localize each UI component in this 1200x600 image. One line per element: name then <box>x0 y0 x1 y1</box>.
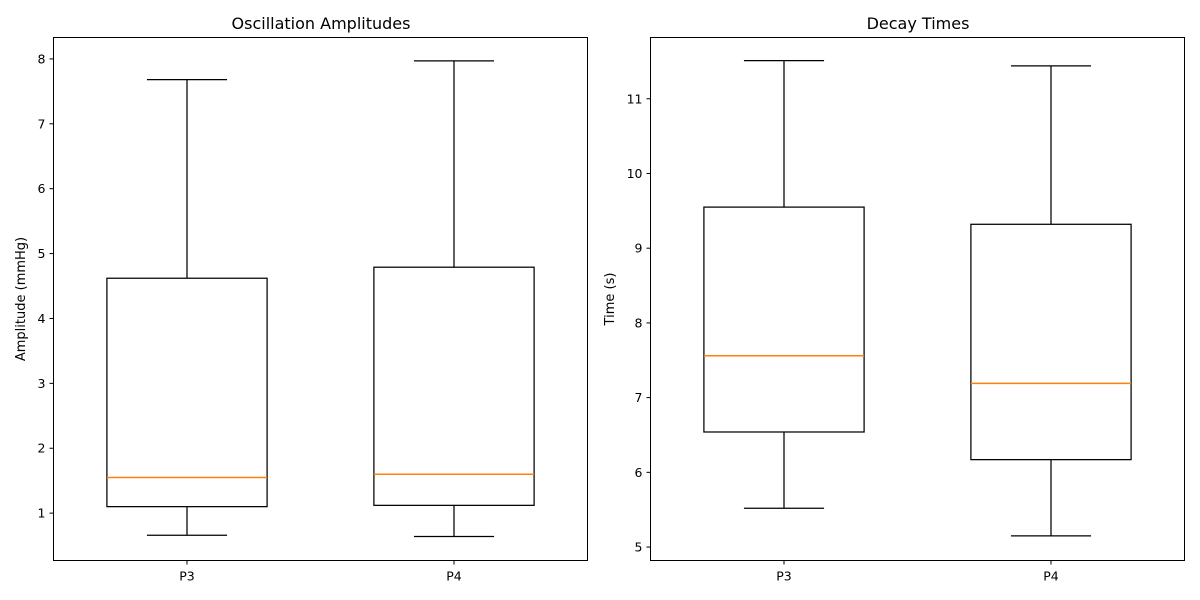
y-tick-label: 9 <box>635 241 643 256</box>
y-tick-label: 6 <box>635 465 643 480</box>
y-tick-label: 3 <box>38 376 46 391</box>
y-axis-label: Amplitude (mmHg) <box>14 237 29 361</box>
amplitude-chart-panel: Oscillation Amplitudes Amplitude (mmHg) … <box>14 14 588 584</box>
y-tick-label: 5 <box>38 246 46 261</box>
box-plot-p4 <box>373 60 535 538</box>
plot-area-frame <box>650 37 1185 561</box>
interquartile-box <box>970 223 1132 461</box>
y-axis-label: Time (s) <box>603 273 618 327</box>
y-tick-label: 8 <box>38 51 46 66</box>
box-plot-p4 <box>970 65 1132 537</box>
y-tick-label: 11 <box>627 91 643 106</box>
y-tick-label: 4 <box>38 311 46 326</box>
y-tick-label: 8 <box>635 315 643 330</box>
interquartile-box <box>373 266 535 506</box>
box-plot-p3 <box>106 79 268 536</box>
y-tick-label: 6 <box>38 181 46 196</box>
y-tick-label: 7 <box>635 390 643 405</box>
chart-title: Decay Times <box>867 14 970 33</box>
chart-title: Oscillation Amplitudes <box>232 14 411 33</box>
y-tick-label: 1 <box>38 506 46 521</box>
x-tick-label: P3 <box>179 569 195 584</box>
y-tick-label: 10 <box>627 166 643 181</box>
x-tick-label: P4 <box>1043 569 1059 584</box>
x-tick-label: P3 <box>776 569 792 584</box>
interquartile-box <box>703 206 865 433</box>
plot-area-frame <box>53 37 588 561</box>
y-tick-label: 5 <box>635 540 643 555</box>
decay-chart-panel: Decay Times Time (s) 5 6 7 8 9 10 11 P3 P4 <box>603 14 1185 584</box>
box-plot-p3 <box>703 60 865 509</box>
y-tick-label: 7 <box>38 116 46 131</box>
y-tick-label: 2 <box>38 441 46 456</box>
x-tick-label: P4 <box>446 569 462 584</box>
interquartile-box <box>106 277 268 508</box>
